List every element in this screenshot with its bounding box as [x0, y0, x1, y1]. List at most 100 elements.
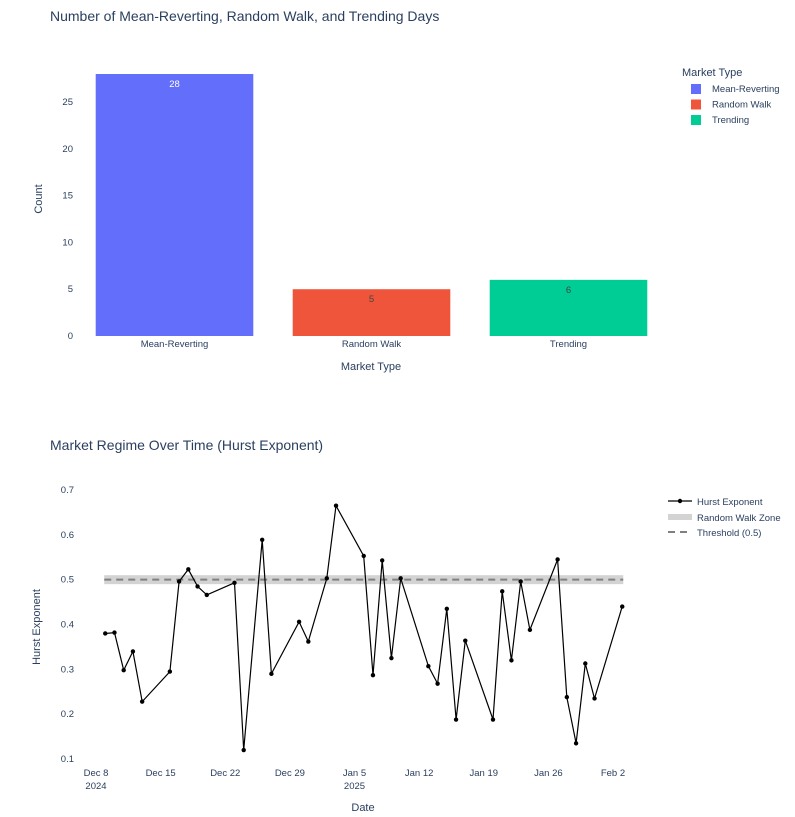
- hurst-point: [333, 503, 339, 508]
- hurst-point: [176, 579, 182, 584]
- line-x-tick-label: Dec 8: [84, 768, 109, 779]
- line-y-tick-label: 0.3: [61, 664, 74, 675]
- bar-legend-label: Trending: [712, 115, 749, 126]
- bar-random-walk: [292, 289, 451, 336]
- bar-y-ticks: 0 5 10 15 20 25: [62, 97, 73, 342]
- line-x-tick-year: 2024: [85, 781, 106, 792]
- bar-legend-items: Mean-Reverting Random Walk Trending: [691, 84, 780, 126]
- hurst-point: [112, 630, 117, 635]
- line-legend-label: Random Walk Zone: [697, 513, 781, 524]
- hurst-point: [398, 576, 403, 581]
- line-y-ticks: 0.1 0.2 0.3 0.4 0.5 0.6 0.7: [61, 485, 74, 765]
- bar-y-tick-label: 20: [62, 144, 73, 155]
- hurst-point: [269, 671, 274, 677]
- line-x-ticks: Dec 8 2024 Dec 15 Dec 22 Dec 29 Jan 5 2025 Jan …: [84, 768, 626, 792]
- bar-y-tick-label: 15: [62, 191, 73, 202]
- hurst-point: [121, 668, 126, 673]
- bar-marks: 28 5 6: [95, 74, 648, 336]
- bar-trending: [489, 279, 648, 336]
- hurst-point: [361, 553, 366, 559]
- line-x-tick-label: Dec 29: [275, 768, 305, 779]
- bar-legend-swatch: [691, 99, 701, 110]
- hurst-point: [167, 669, 173, 674]
- hurst-point: [527, 627, 533, 633]
- bar-y-tick-label: 0: [68, 331, 73, 342]
- bar-mean-reverting: [95, 74, 254, 336]
- bar-legend: Market Type Mean-Reverting Random Walk Tre…: [682, 67, 780, 126]
- line-x-tick-label: Dec 15: [146, 768, 176, 779]
- bar-y-tick-label: 10: [62, 237, 73, 248]
- hurst-point: [444, 606, 450, 612]
- line-y-axis-label: Hurst Exponent: [31, 589, 43, 665]
- hurst-point: [232, 580, 237, 586]
- bar-data-label: 6: [566, 285, 571, 296]
- hurst-point: [324, 576, 330, 581]
- hurst-series: [103, 503, 625, 753]
- hurst-point: [620, 604, 625, 609]
- line-legend-label: Threshold (0.5): [697, 528, 761, 539]
- hurst-point: [306, 639, 311, 644]
- hurst-point: [370, 672, 376, 678]
- line-x-tick-label: Jan 19: [469, 768, 498, 779]
- hurst-point: [583, 661, 588, 666]
- hurst-point: [103, 631, 108, 636]
- hurst-point: [564, 694, 570, 700]
- hurst-point: [592, 696, 597, 701]
- line-x-tick-label: Feb 2: [601, 768, 625, 779]
- line-x-tick-label: Jan 5: [343, 768, 366, 779]
- bar-y-tick-label: 5: [68, 284, 73, 295]
- bar-x-tick-label: Mean-Reverting: [141, 339, 209, 350]
- line-legend-label: Hurst Exponent: [697, 497, 763, 508]
- bar-data-label: 5: [369, 294, 374, 305]
- hurst-point: [389, 655, 394, 661]
- hurst-point: [426, 663, 431, 669]
- line-chart: Market Regime Over Time (Hurst Exponent)…: [31, 437, 781, 814]
- hurst-point: [555, 557, 560, 562]
- bar-legend-swatch: [691, 115, 701, 125]
- hurst-point: [259, 537, 265, 542]
- hurst-point: [379, 558, 385, 563]
- line-x-tick-label: Dec 22: [210, 768, 240, 779]
- line-y-tick-label: 0.2: [61, 709, 74, 720]
- random-walk-zone: [104, 575, 624, 585]
- hurst-point: [186, 567, 191, 572]
- bar-chart: Number of Mean-Reverting, Random Walk, a…: [33, 8, 780, 373]
- bar-y-axis-label: Count: [33, 184, 45, 213]
- line-y-tick-label: 0.4: [61, 620, 74, 631]
- legend-marker-swatch: [677, 498, 683, 504]
- hurst-point: [490, 717, 496, 722]
- line-chart-title: Market Regime Over Time (Hurst Exponent): [50, 437, 323, 453]
- line-x-axis-label: Date: [351, 802, 374, 814]
- hurst-point: [500, 589, 505, 594]
- bar-y-tick-label: 25: [62, 97, 73, 108]
- bar-x-axis-label: Market Type: [341, 361, 401, 373]
- bar-x-ticks: Mean-Reverting Random Walk Trending: [141, 339, 587, 350]
- hurst-point: [518, 579, 523, 584]
- line-y-tick-label: 0.6: [61, 530, 74, 541]
- hurst-point: [453, 717, 459, 722]
- hurst-point: [573, 741, 579, 746]
- bar-legend-title: Market Type: [682, 67, 742, 79]
- hurst-point: [139, 699, 145, 704]
- hurst-point: [130, 649, 136, 654]
- line-y-tick-label: 0.5: [61, 575, 74, 586]
- bar-chart-title: Number of Mean-Reverting, Random Walk, a…: [50, 8, 439, 24]
- hurst-point: [296, 619, 302, 625]
- hurst-point: [435, 681, 440, 686]
- bar-legend-swatch: [691, 84, 701, 94]
- line-y-tick-label: 0.1: [61, 754, 74, 765]
- bar-data-label: 28: [169, 79, 180, 90]
- line-legend: Hurst Exponent Random Walk Zone Threshold …: [668, 497, 781, 539]
- bar-legend-label: Mean-Reverting: [712, 84, 780, 95]
- line-x-tick-label: Jan 26: [534, 768, 563, 779]
- hurst-point: [463, 638, 468, 643]
- hurst-point: [195, 584, 200, 589]
- hurst-point: [204, 592, 209, 598]
- bar-x-tick-label: Random Walk: [342, 339, 402, 350]
- hurst-point: [241, 747, 246, 753]
- line-x-tick-label: Jan 12: [405, 768, 434, 779]
- random-walk-zone-band: [104, 575, 624, 585]
- bar-legend-label: Random Walk: [712, 100, 772, 111]
- hurst-exponent-line: [105, 503, 623, 751]
